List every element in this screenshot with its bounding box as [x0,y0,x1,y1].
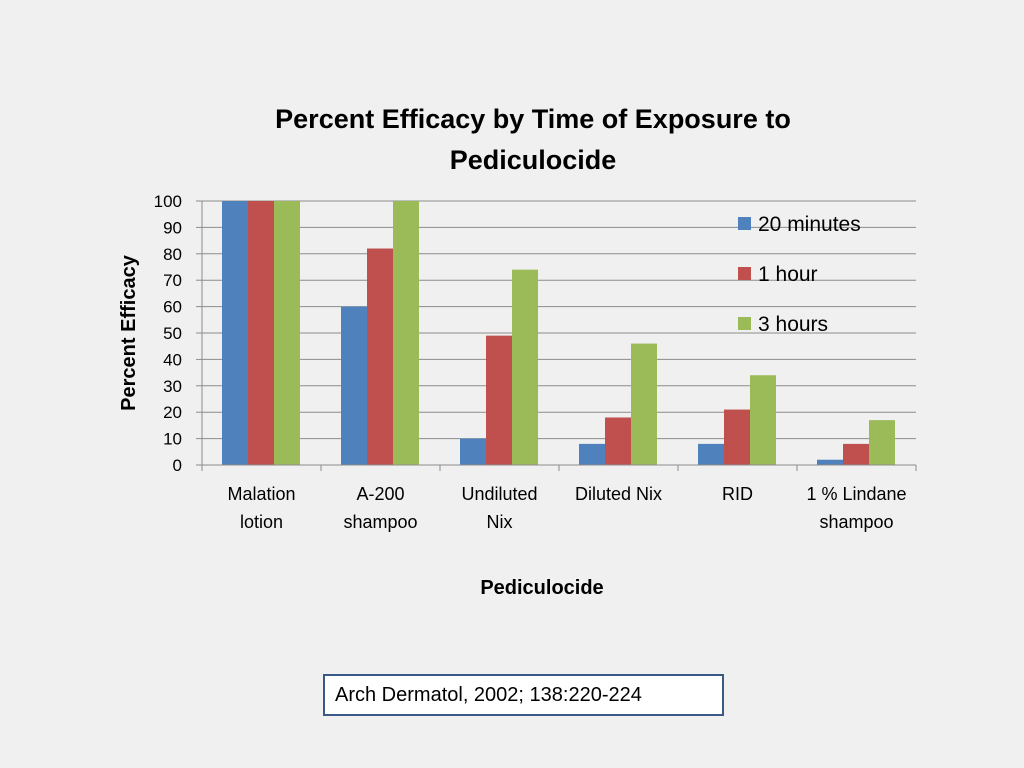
y-tick-label: 60 [163,298,182,317]
chart-title-line-1: Percent Efficacy by Time of Exposure to [275,104,791,134]
bar-1-hour-0 [248,201,274,465]
bar-20-minutes-5 [817,459,843,465]
y-tick-label: 70 [163,271,182,290]
y-tick-label: 0 [173,456,182,475]
bar-1-hour-2 [486,335,512,465]
x-category-label: Malation [227,484,295,504]
bar-1-hour-3 [605,417,631,465]
y-tick-label: 80 [163,245,182,264]
bar-3-hours-1 [393,201,419,465]
x-category-label: Diluted Nix [575,484,662,504]
x-category-label: 1 % Lindane [806,484,906,504]
y-tick-label: 90 [163,218,182,237]
bar-1-hour-4 [724,409,750,465]
legend-label: 20 minutes [758,213,861,236]
citation-box: Arch Dermatol, 2002; 138:220-224 [323,674,724,716]
bar-20-minutes-3 [579,443,605,465]
bar-1-hour-5 [843,443,869,465]
citation-text: Arch Dermatol, 2002; 138:220-224 [335,683,642,706]
bar-3-hours-4 [750,375,776,465]
x-category-label: shampoo [343,512,417,532]
y-tick-label: 30 [163,377,182,396]
x-category-label: Nix [487,512,513,532]
legend-swatch-1-hour [738,267,751,280]
legend-label: 3 hours [758,313,828,336]
bar-1-hour-1 [367,248,393,465]
legend-swatch-20-minutes [738,217,751,230]
bar-20-minutes-1 [341,306,367,465]
x-axis-title: Pediculocide [480,577,603,599]
y-axis-title: Percent Efficacy [118,254,140,411]
y-tick-label: 40 [163,350,182,369]
y-tick-label: 20 [163,403,182,422]
x-category-label: A-200 [356,484,404,504]
bar-3-hours-5 [869,420,895,465]
bar-3-hours-3 [631,343,657,465]
bar-3-hours-2 [512,269,538,465]
y-tick-label: 100 [154,192,182,211]
bar-20-minutes-2 [460,438,486,465]
legend-label: 1 hour [758,263,818,286]
bar-20-minutes-0 [222,201,248,465]
x-category-label: Undiluted [461,484,537,504]
x-category-label: RID [722,484,753,504]
chart-title-line-2: Pediculocide [450,145,617,175]
x-category-label: shampoo [819,512,893,532]
bar-3-hours-0 [274,201,300,465]
x-category-label: lotion [240,512,283,532]
legend-swatch-3-hours [738,317,751,330]
bar-20-minutes-4 [698,443,724,465]
y-tick-label: 50 [163,324,182,343]
y-tick-label: 10 [163,430,182,449]
